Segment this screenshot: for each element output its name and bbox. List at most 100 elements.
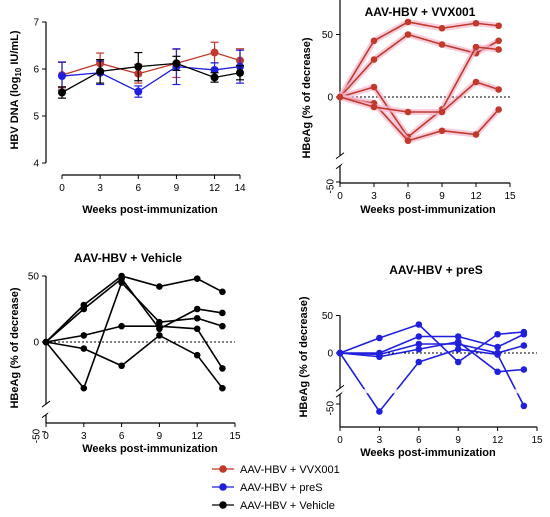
panel-a-xtick-label-3: 9 — [174, 183, 180, 194]
panel-vehicle: AAV-HBV + Vehicle HBeAg (% of decrease) … — [9, 251, 241, 455]
panel-c-point-1-5 — [219, 309, 226, 317]
panel-d-xtick-label-4: 12 — [492, 435, 504, 446]
legend-item-vehicle: AAV-HBV + Vehicle — [212, 500, 335, 512]
panel-pres: AAV-HBV + preS HBeAg (% of decrease) Wee… — [298, 263, 543, 459]
panel-b-ylabel: HBeAg (% of decrease) — [301, 37, 313, 158]
panel-d-xtick-label-1: 3 — [377, 435, 383, 446]
panel-d-point-3-3 — [454, 338, 462, 346]
panel-d-point-3-5 — [520, 366, 528, 373]
panel-d-point-3-2 — [415, 345, 423, 353]
panel-d-xtick-label-2: 6 — [416, 435, 422, 446]
panel-a-ylabel: HBV DNA (log10 IU/mL) — [9, 30, 23, 149]
panel-c-point-4-1 — [80, 345, 88, 352]
panel-b-point-0-5 — [495, 22, 502, 30]
panel-d-axis-break-upper — [335, 384, 345, 392]
panel-c-point-3-3 — [156, 322, 163, 330]
panel-d-point-4-0 — [336, 349, 344, 357]
panel-vvx001: AAV-HBV + VVX001 HBeAg (% of decrease) W… — [301, 0, 516, 216]
panel-c-title: AAV-HBV + Vehicle — [74, 251, 182, 265]
panel-b-point-2-1 — [370, 83, 378, 91]
panel-c-xtick-label-4: 12 — [192, 431, 204, 442]
panel-b-point-2-5 — [495, 46, 502, 53]
panel-a-ytick-label-1: 5 — [33, 112, 39, 123]
panel-b-point-4-3 — [438, 108, 446, 116]
panel-b-point-0-3 — [438, 24, 446, 32]
panel-a-point-1-2 — [134, 87, 143, 96]
legend-item-vvx001: AAV-HBV + VVX001 — [212, 464, 340, 476]
panel-b-point-4-2 — [404, 108, 412, 116]
panel-c-point-4-5 — [219, 384, 226, 392]
panel-d-point-0-2 — [415, 321, 423, 328]
panel-c-point-4-4 — [193, 351, 201, 359]
panel-b-point-1-1 — [370, 56, 378, 63]
panel-b-point-4-0 — [336, 93, 344, 101]
panel-b-series-line-2 — [339, 46, 499, 139]
panel-d-xlabel: Weeks post-immunization — [360, 447, 496, 459]
panel-d-series-line-4 — [339, 348, 525, 413]
panel-b-point-4-5 — [495, 86, 502, 93]
panel-b-ytick-label-2: 0 — [327, 93, 333, 104]
panel-d-xtick-label-5: 15 — [531, 435, 543, 446]
panel-b-point-2-4 — [472, 43, 480, 51]
panel-b-ytick-label-3: -50 — [326, 179, 337, 194]
panel-b-point-0-1 — [370, 37, 378, 45]
panel-d-point-3-1 — [376, 353, 383, 361]
panel-c-break-gap — [48, 405, 237, 414]
panel-hbv-dna: HBV DNA (log10 IU/mL) Weeks post-immuniz… — [9, 18, 246, 217]
panel-c-ytick-label-1: 0 — [33, 338, 39, 349]
panel-d-point-1-4 — [494, 343, 501, 351]
panel-b-break-gap — [342, 156, 512, 165]
panel-a-point-1-0 — [58, 72, 66, 81]
panel-c-point-4-0 — [42, 338, 50, 346]
panel-a-ytick-label-3: 7 — [33, 18, 39, 29]
panel-b-xtick-label-2: 6 — [405, 191, 411, 202]
panel-c-ytick-label-2: -50 — [32, 428, 43, 443]
panel-a-xtick-label-0: 0 — [59, 183, 65, 194]
panel-a-series-line-0 — [61, 51, 241, 76]
panel-c-series-line-4 — [45, 334, 224, 389]
panel-d-ytick-label-2: -50 — [326, 401, 337, 416]
panel-c-xtick-label-1: 3 — [81, 431, 87, 442]
panel-c-series-line-3 — [45, 325, 224, 369]
panel-b-xlabel: Weeks post-immunization — [360, 204, 496, 216]
panel-a-ytick-label-0: 4 — [33, 159, 39, 170]
panel-c-series-line-0 — [45, 275, 223, 343]
panel-b-xtick-label-5: 15 — [504, 191, 516, 202]
panel-c-point-0-5 — [219, 288, 226, 296]
panel-c-point-2-2 — [118, 279, 125, 286]
panel-c-point-1-1 — [80, 305, 88, 313]
panel-c-point-2-5 — [219, 322, 226, 330]
panel-b-xtick-label-4: 12 — [470, 191, 482, 202]
panel-a-point-2-2 — [134, 62, 143, 71]
panel-d-point-1-2 — [415, 333, 423, 340]
panel-b-point-1-5 — [495, 37, 502, 45]
panel-b-xtick-label-0: 0 — [337, 191, 343, 202]
panel-c-point-3-5 — [219, 365, 226, 372]
panel-a-series-line-2 — [61, 62, 241, 94]
panel-c-ytick-label-0: 50 — [28, 272, 40, 283]
legend-item-pres: AAV-HBV + preS — [212, 482, 323, 494]
panel-d-xtick-label-0: 0 — [337, 435, 343, 446]
panel-a-point-2-5 — [236, 68, 244, 77]
panel-d-ylabel: HBeAg (% of decrease) — [298, 296, 310, 417]
panel-d-plot: 50 0 -50 0 3 6 9 12 15 — [322, 311, 543, 446]
panel-b-point-1-3 — [438, 41, 446, 48]
panel-a-xlabel: Weeks post-immunization — [82, 204, 218, 216]
panel-d-point-0-1 — [376, 334, 383, 342]
panel-b-title: AAV-HBV + VVX001 — [365, 5, 476, 19]
panel-d-point-3-4 — [494, 368, 501, 376]
panel-c-point-3-2 — [118, 322, 125, 330]
panel-b-xtick-label-1: 3 — [371, 191, 377, 202]
panel-d-title: AAV-HBV + preS — [389, 263, 482, 277]
panel-d-series-line-1 — [340, 333, 525, 354]
panel-d-point-4-2 — [415, 358, 423, 366]
legend-label-vvx001: AAV-HBV + VVX001 — [240, 464, 340, 476]
panel-b-point-1-2 — [404, 31, 412, 38]
panel-c-series-line-2 — [45, 281, 223, 390]
panel-d-point-0-3 — [454, 358, 462, 366]
panel-b-series-line-4 — [339, 81, 499, 113]
panel-a-xtick-label-4: 12 — [209, 183, 221, 194]
panel-b-series-line-1 — [339, 33, 500, 98]
panel-b-series-line-0 — [339, 21, 499, 98]
